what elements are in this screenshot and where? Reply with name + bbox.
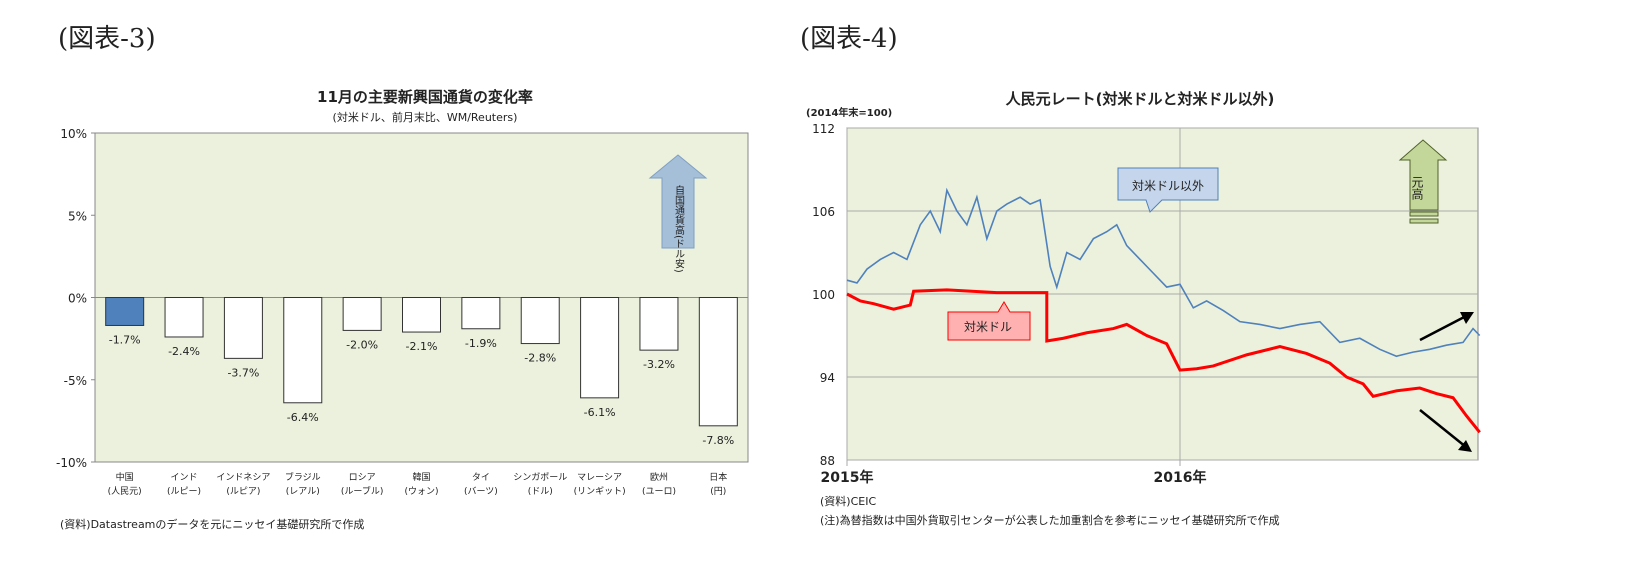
category-label: (ドル)	[528, 487, 553, 497]
category-label: (ルーブル)	[341, 485, 383, 497]
callout-box	[947, 301, 1031, 341]
up-arrow-icon	[648, 154, 708, 249]
category-label: (ユーロ)	[642, 487, 676, 497]
bar	[402, 297, 441, 333]
arrow-head	[1458, 440, 1472, 452]
line-chart-ylabel: (2014年末=100)	[806, 106, 892, 119]
bar	[342, 297, 382, 331]
value-label: -2.4%	[168, 345, 200, 358]
arrow-head	[1460, 312, 1474, 324]
y-tick-label: 106	[812, 205, 835, 219]
figure-label-3: (図表-3)	[58, 24, 156, 54]
callout-box	[1117, 167, 1219, 213]
value-label: -6.1%	[584, 406, 616, 419]
bar	[698, 297, 738, 427]
bar	[223, 297, 263, 359]
value-label: -1.7%	[109, 333, 141, 346]
y-tick-label: 5%	[68, 209, 87, 223]
x-tick-label: 2015年	[821, 469, 874, 486]
line-chart-source: (資料)CEIC	[820, 494, 876, 508]
category-label: (ルピー)	[167, 486, 201, 497]
bar-chart-source: (資料)Datastreamのデータを元にニッセイ基礎研究所で作成	[60, 517, 364, 531]
bar	[520, 297, 560, 345]
bar	[164, 297, 204, 338]
bar	[639, 297, 679, 351]
category-label: (ウォン)	[404, 486, 438, 497]
category-label: 中国	[116, 471, 134, 483]
line-chart-title: 人民元レート(対米ドルと対米ドル以外)	[1006, 90, 1275, 108]
y-tick-label: 10%	[60, 127, 87, 141]
value-label: -2.0%	[346, 338, 378, 351]
category-label: 日本	[709, 471, 727, 483]
category-label: (レアル)	[286, 487, 320, 497]
x-tick-label: 2016年	[1154, 469, 1207, 486]
category-label: タイ	[472, 472, 490, 483]
bar	[105, 297, 145, 326]
category-label: インド	[171, 473, 198, 483]
category-label: シンガポール	[513, 472, 567, 483]
bar	[283, 297, 323, 404]
y-tick-label: 88	[820, 454, 835, 468]
series-label-usd: 対米ドル	[964, 320, 1012, 334]
up-arrow-icon	[1398, 139, 1448, 211]
bar	[461, 297, 501, 330]
line-chart: 人民元レート(対米ドルと対米ドル以外) (2014年末=100) (資料)CEI…	[806, 90, 1481, 527]
value-label: -6.4%	[287, 411, 319, 424]
value-label: -2.8%	[524, 352, 556, 365]
category-label: ロシア	[349, 473, 376, 483]
arrow-annotation: 自国通貨高(ドル安)	[673, 184, 685, 273]
trend-arrow-up-icon	[1419, 312, 1471, 342]
value-label: -3.2%	[643, 358, 675, 371]
value-label: -3.7%	[227, 366, 259, 379]
category-label: (バーツ)	[464, 486, 498, 497]
figure-label-4: (図表-4)	[800, 24, 898, 54]
y-tick-label: -10%	[56, 456, 87, 470]
bar	[580, 297, 620, 399]
y-tick-label: 94	[820, 371, 835, 385]
category-label: (円)	[710, 486, 726, 497]
value-label: -7.8%	[702, 434, 734, 447]
y-tick-label: -5%	[64, 374, 87, 388]
category-label: インドネシア	[216, 472, 270, 483]
category-label: マレーシア	[577, 473, 622, 483]
value-label: -1.9%	[465, 337, 497, 350]
bar-chart: 11月の主要新興国通貨の変化率 (対米ドル、前月末比、WM/Reuters) (…	[56, 88, 749, 531]
arrow-annotation: 元高	[1410, 176, 1424, 201]
y-tick-label: 100	[812, 288, 835, 302]
y-tick-label: 112	[812, 122, 835, 136]
series-line-0	[846, 187, 1481, 358]
trend-arrow-down-icon	[1419, 409, 1467, 448]
line-chart-note: (注)為替指数は中国外貨取引センターが公表した加重割合を参考にニッセイ基礎研究所…	[820, 513, 1280, 527]
category-label: (ルピア)	[226, 486, 260, 497]
bar-chart-title: 11月の主要新興国通貨の変化率	[317, 88, 533, 106]
category-label: ブラジル	[285, 471, 321, 483]
bar-chart-subtitle: (対米ドル、前月末比、WM/Reuters)	[333, 110, 518, 124]
arrow-base	[1409, 211, 1439, 217]
y-tick-label: 0%	[68, 292, 87, 306]
series-label-non-usd: 対米ドル以外	[1132, 179, 1204, 193]
category-label: (リンギット)	[574, 486, 626, 497]
value-label: -2.1%	[406, 340, 438, 353]
series-line-1	[846, 288, 1481, 434]
category-label: (人民元)	[108, 486, 142, 497]
category-label: 欧州	[650, 471, 668, 483]
arrow-base	[1409, 218, 1439, 224]
category-label: 韓国	[412, 472, 430, 483]
